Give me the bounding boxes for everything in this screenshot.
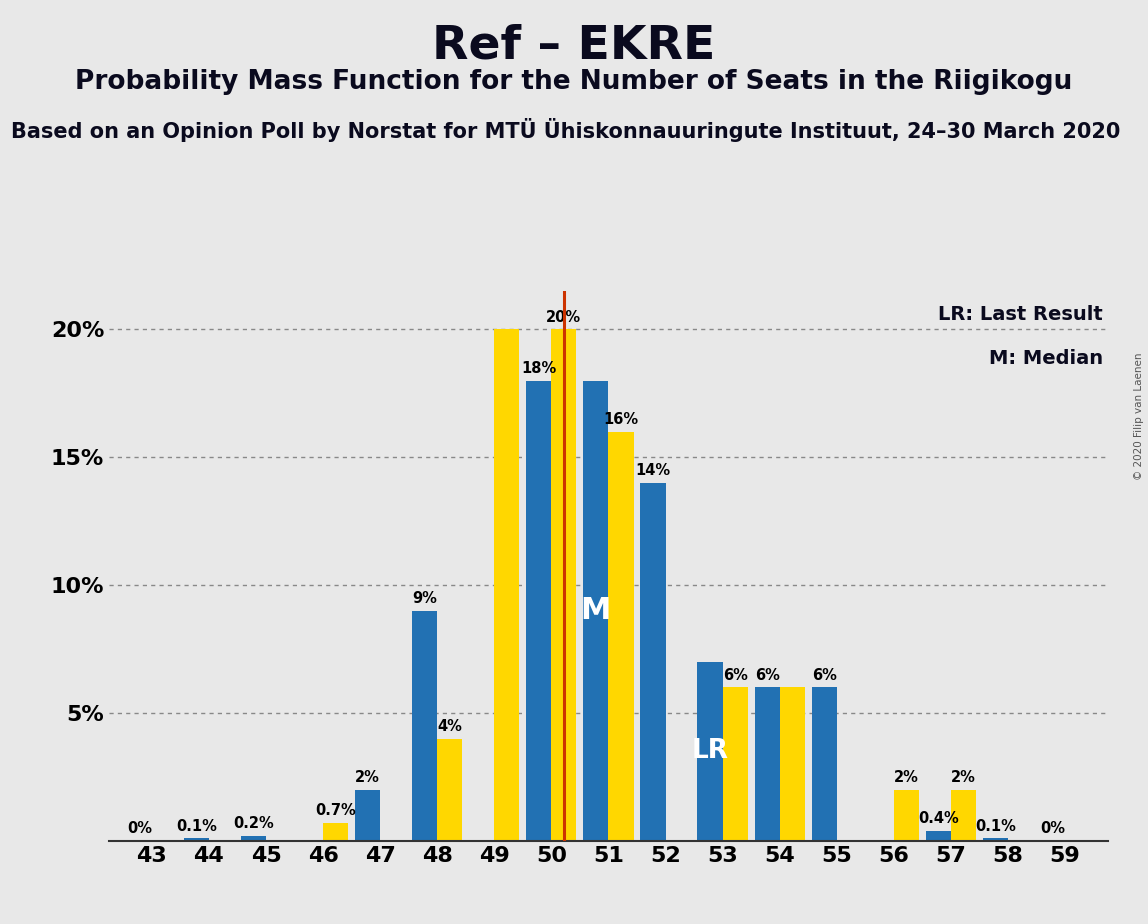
Text: 0%: 0%	[126, 821, 152, 836]
Text: 0.7%: 0.7%	[316, 803, 356, 819]
Text: 14%: 14%	[635, 463, 670, 479]
Bar	[754, 687, 779, 841]
Bar	[323, 823, 348, 841]
Bar	[779, 687, 805, 841]
Bar	[526, 381, 551, 841]
Text: 9%: 9%	[412, 591, 437, 606]
Text: 2%: 2%	[894, 770, 918, 785]
Text: 6%: 6%	[812, 668, 837, 683]
Text: 20%: 20%	[546, 310, 582, 325]
Text: 4%: 4%	[437, 719, 463, 734]
Text: 0.1%: 0.1%	[975, 819, 1016, 833]
Bar	[925, 831, 951, 841]
Bar	[812, 687, 837, 841]
Text: 6%: 6%	[723, 668, 747, 683]
Bar	[184, 838, 209, 841]
Text: Probability Mass Function for the Number of Seats in the Riigikogu: Probability Mass Function for the Number…	[76, 69, 1072, 95]
Bar	[608, 432, 634, 841]
Text: 2%: 2%	[355, 770, 380, 785]
Bar	[983, 838, 1008, 841]
Text: 2%: 2%	[951, 770, 976, 785]
Text: 18%: 18%	[521, 361, 557, 376]
Bar	[641, 483, 666, 841]
Bar	[722, 687, 747, 841]
Text: 0.2%: 0.2%	[233, 816, 274, 831]
Bar	[437, 738, 463, 841]
Bar	[551, 330, 576, 841]
Text: 0.1%: 0.1%	[176, 819, 217, 833]
Bar	[698, 662, 722, 841]
Bar	[241, 835, 266, 841]
Bar	[951, 790, 976, 841]
Bar	[412, 611, 437, 841]
Text: Ref – EKRE: Ref – EKRE	[433, 23, 715, 68]
Text: 0%: 0%	[1040, 821, 1065, 836]
Bar	[894, 790, 918, 841]
Bar	[355, 790, 380, 841]
Bar	[495, 330, 519, 841]
Text: 0.4%: 0.4%	[918, 811, 959, 826]
Text: M: Median: M: Median	[988, 348, 1103, 368]
Text: 6%: 6%	[754, 668, 779, 683]
Text: LR: LR	[691, 738, 729, 764]
Text: LR: Last Result: LR: Last Result	[938, 305, 1103, 323]
Text: M: M	[581, 596, 611, 626]
Text: © 2020 Filip van Laenen: © 2020 Filip van Laenen	[1134, 352, 1143, 480]
Text: Based on an Opinion Poll by Norstat for MTÜ Ühiskonnauuringute Instituut, 24–30 : Based on an Opinion Poll by Norstat for …	[11, 118, 1120, 142]
Text: 16%: 16%	[604, 412, 638, 427]
Bar	[583, 381, 608, 841]
